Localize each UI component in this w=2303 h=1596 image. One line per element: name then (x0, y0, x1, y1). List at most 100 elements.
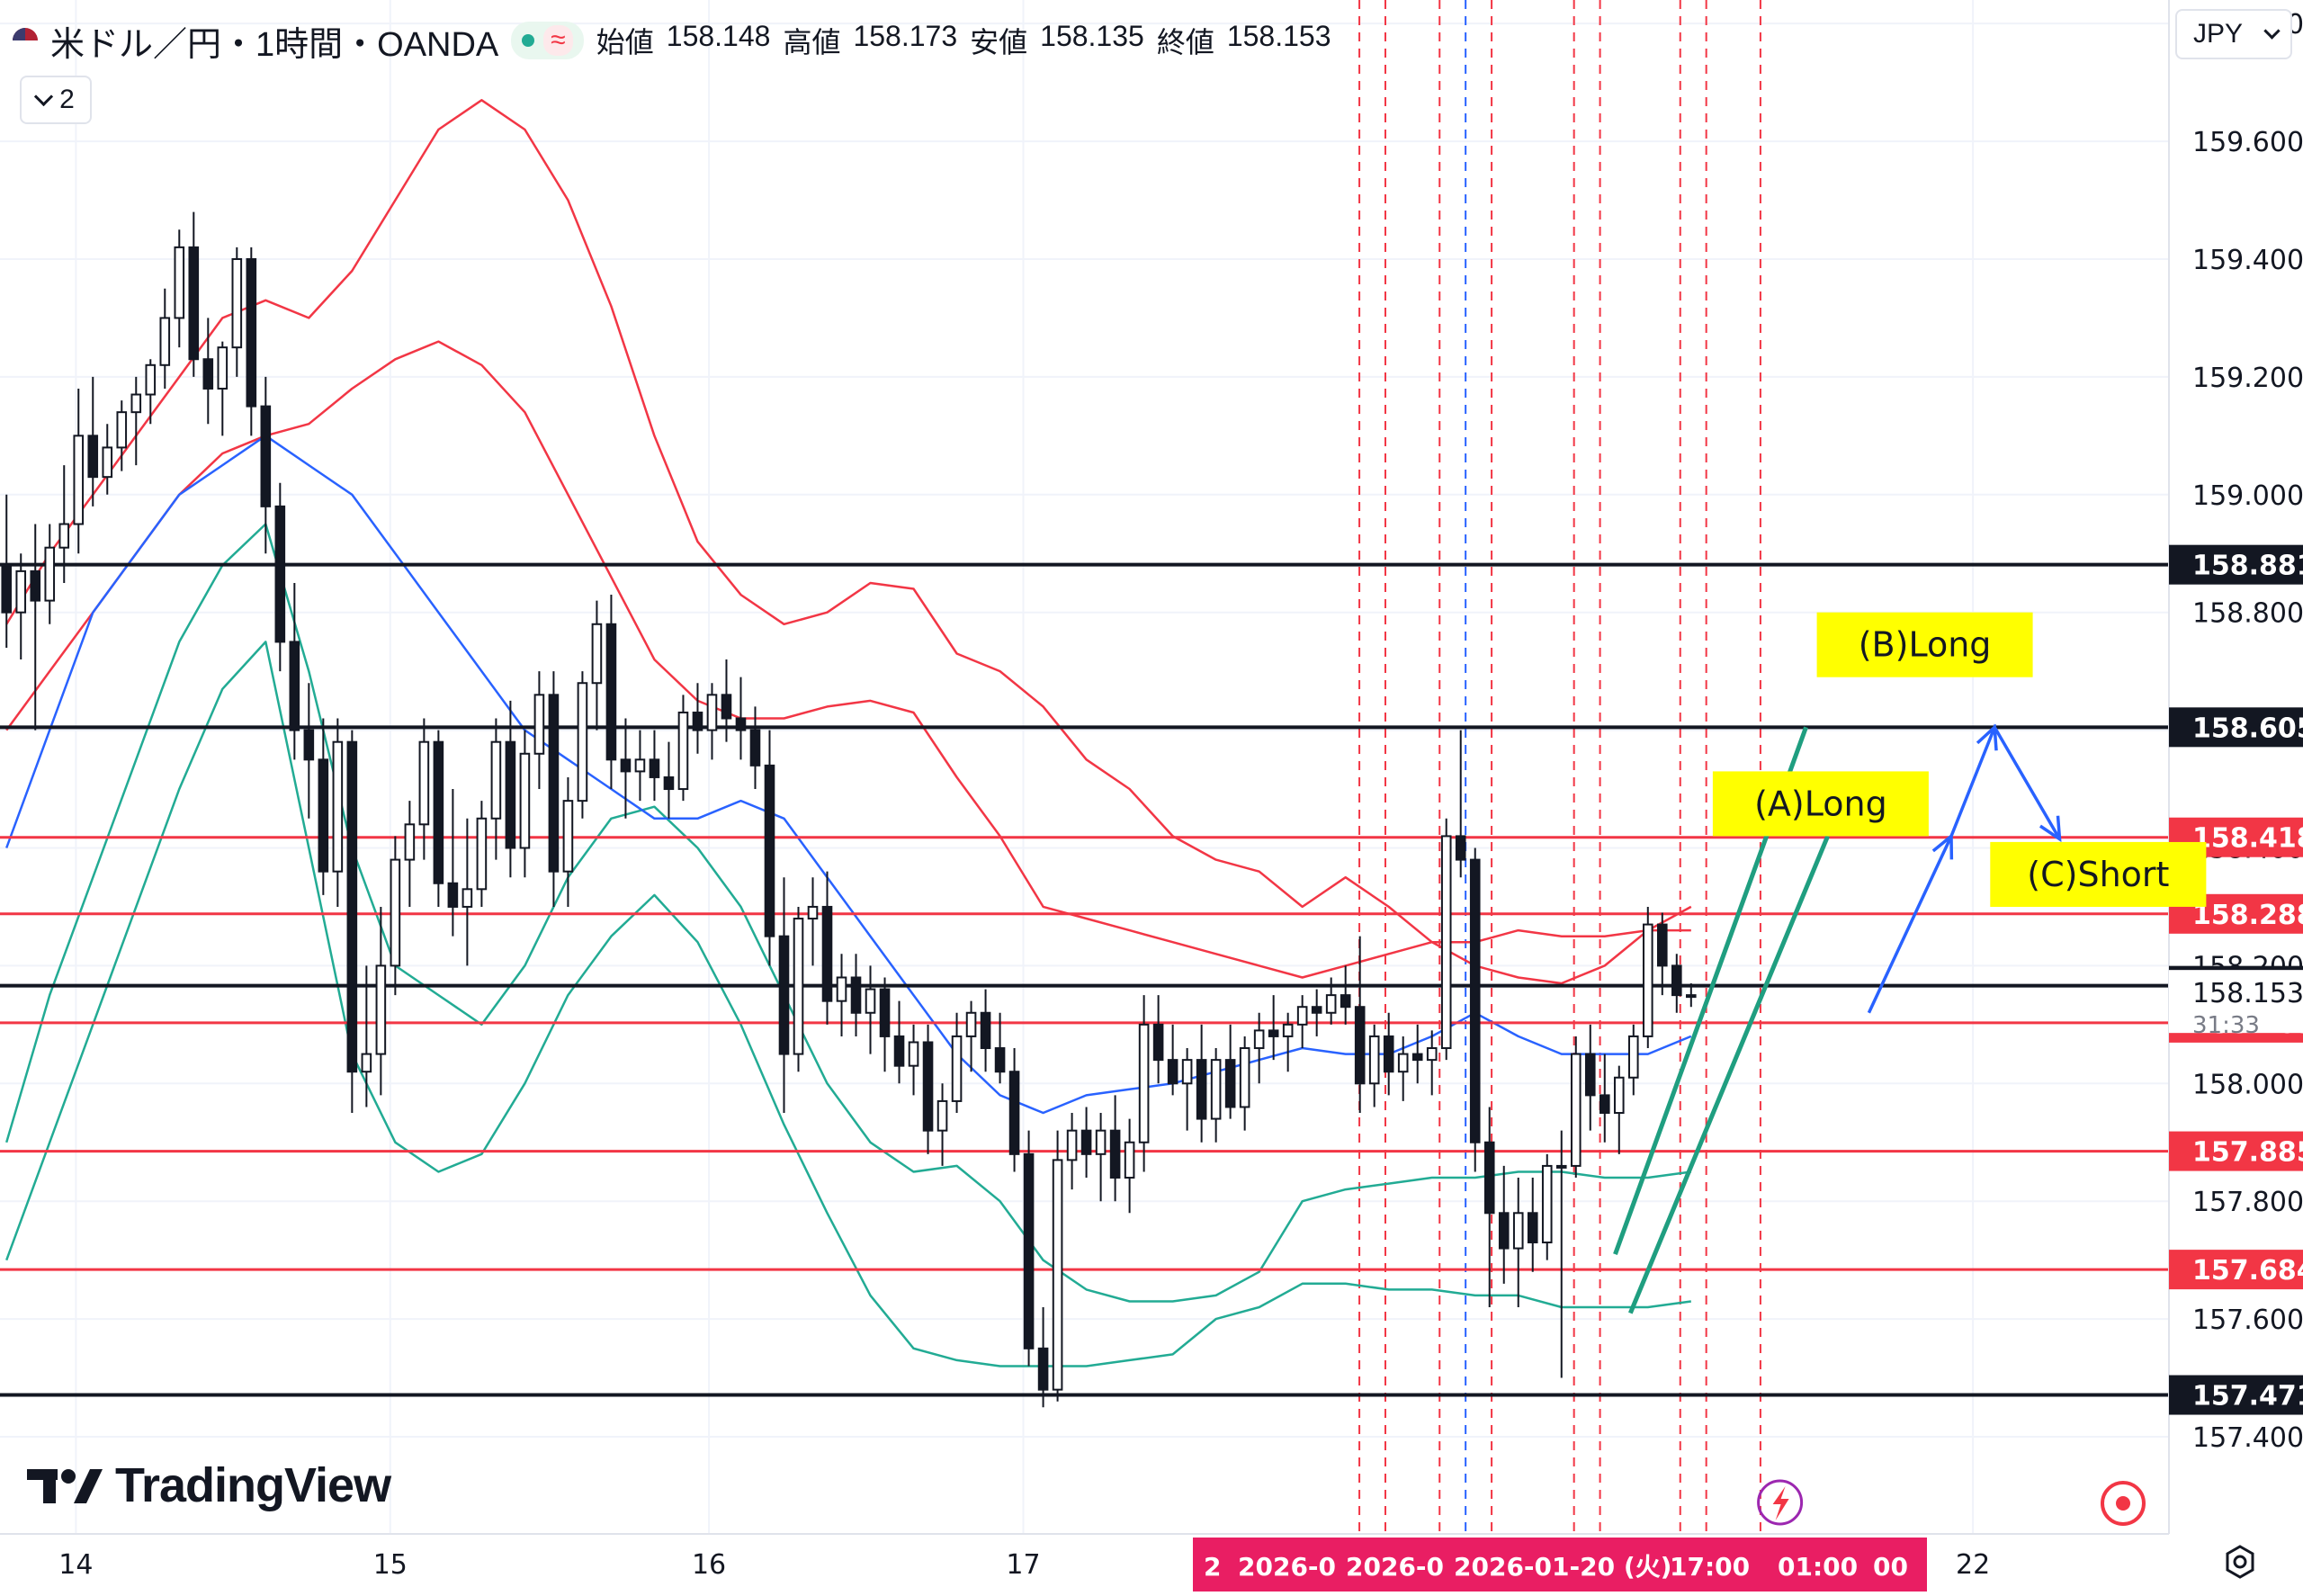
indicators-collapse-button[interactable]: 2 (20, 76, 92, 124)
candle (490, 718, 502, 860)
candle-body (1282, 1023, 1294, 1037)
indicator-count: 2 (59, 85, 75, 114)
candle-body (1224, 1059, 1236, 1108)
time-badge-label: 2026-0 (1346, 1552, 1444, 1582)
price-level-tag-text: 157.684 (2192, 1255, 2303, 1287)
scenario-arrows (1867, 723, 2062, 1014)
candle (1498, 1165, 1510, 1284)
candle (591, 600, 603, 731)
candle-body (706, 694, 718, 731)
candle (663, 741, 675, 819)
open-value: 158.148 (666, 20, 771, 52)
candle-body (865, 988, 876, 1014)
price-tick-label: 157.600 (2192, 1305, 2303, 1336)
annotation-box (1712, 771, 1929, 837)
candle-body (1167, 1059, 1178, 1085)
candle-body (332, 740, 344, 873)
candle (562, 776, 574, 907)
candle-body (1325, 994, 1337, 1014)
candle (130, 376, 142, 466)
candle (202, 318, 214, 425)
candle-body (577, 682, 588, 802)
candle (1656, 912, 1668, 996)
market-status-pill[interactable]: ≈ (511, 22, 584, 59)
candle (1239, 1036, 1250, 1131)
price-level-tag (2169, 1131, 2303, 1171)
candle-body (548, 694, 560, 873)
candle-body (202, 358, 214, 390)
candle-body (1555, 1164, 1567, 1169)
candle (1095, 1113, 1107, 1202)
candle (1455, 730, 1466, 878)
candle-body (1570, 1053, 1582, 1167)
arrow-head-c (2039, 815, 2062, 843)
price-tick-label: 159.600 (2192, 127, 2303, 158)
time-badge-label: 2026-0 (1238, 1552, 1336, 1582)
candle (793, 906, 804, 1072)
candle-body (1296, 1006, 1308, 1026)
candle-body (663, 776, 675, 791)
candle (289, 582, 300, 760)
candle (73, 388, 85, 554)
candle-body (1469, 858, 1481, 1143)
candle-body (1052, 1159, 1063, 1391)
candle (1181, 1048, 1193, 1131)
candle (1253, 1012, 1265, 1084)
candle (778, 877, 790, 1114)
candle (677, 695, 689, 802)
candle (1210, 1048, 1222, 1143)
candle-body (1671, 964, 1682, 997)
candle (44, 524, 56, 624)
low-value: 158.135 (1040, 20, 1144, 52)
candle-body (1613, 1076, 1625, 1115)
candle-body (102, 446, 113, 479)
time-tick-label: 15 (373, 1549, 408, 1581)
candle (1196, 1024, 1207, 1143)
candle-body (951, 1035, 963, 1102)
gear-icon[interactable] (2222, 1544, 2258, 1580)
last-price-tag (2169, 970, 2303, 1034)
record-icon[interactable] (2101, 1481, 2146, 1526)
candle-body (1080, 1129, 1092, 1155)
candle (1584, 1024, 1596, 1131)
legend-header: 米ドル／円・1時間・OANDA ≈ 始値 158.148 高値 158.173 安値… (13, 14, 1331, 67)
candle-body (1584, 1053, 1596, 1097)
time-badge-label: 2026-01-20 (火) (1454, 1552, 1671, 1582)
candle-body (1124, 1141, 1135, 1179)
candle (1052, 1130, 1063, 1402)
candle (390, 836, 401, 996)
candle (1109, 1095, 1121, 1202)
candle (548, 671, 560, 907)
candle (577, 671, 588, 819)
candle (346, 730, 358, 1114)
price-level-tag (2169, 1375, 2303, 1415)
price-tick-label: 157.800 (2192, 1187, 2303, 1218)
candle (620, 718, 632, 819)
time-tick-label: 14 (58, 1549, 93, 1581)
candle-body (879, 988, 891, 1037)
candle-body (591, 623, 603, 685)
candle (404, 801, 416, 907)
candle (749, 706, 761, 790)
candle (821, 871, 833, 1025)
candle (936, 1083, 948, 1166)
candle-body (1181, 1059, 1193, 1085)
symbol-title[interactable]: 米ドル／円・1時間・OANDA (50, 25, 499, 64)
candle (533, 671, 545, 790)
candle-body (893, 1035, 905, 1067)
candle-body (1627, 1035, 1639, 1079)
candle (893, 1000, 905, 1084)
currency-select[interactable]: JPY (2175, 9, 2292, 59)
candle-body (1, 564, 13, 614)
price-tick-label: 159.000 (2192, 480, 2303, 512)
time-tick-label: 22 (1956, 1549, 1990, 1581)
candle-body (1368, 1035, 1380, 1085)
candle-body (1656, 923, 1668, 967)
candle (1138, 995, 1150, 1172)
candle-body (318, 758, 329, 873)
tradingview-logo[interactable]: TradingView (27, 1457, 391, 1513)
candle (692, 683, 703, 754)
candle (15, 553, 27, 660)
